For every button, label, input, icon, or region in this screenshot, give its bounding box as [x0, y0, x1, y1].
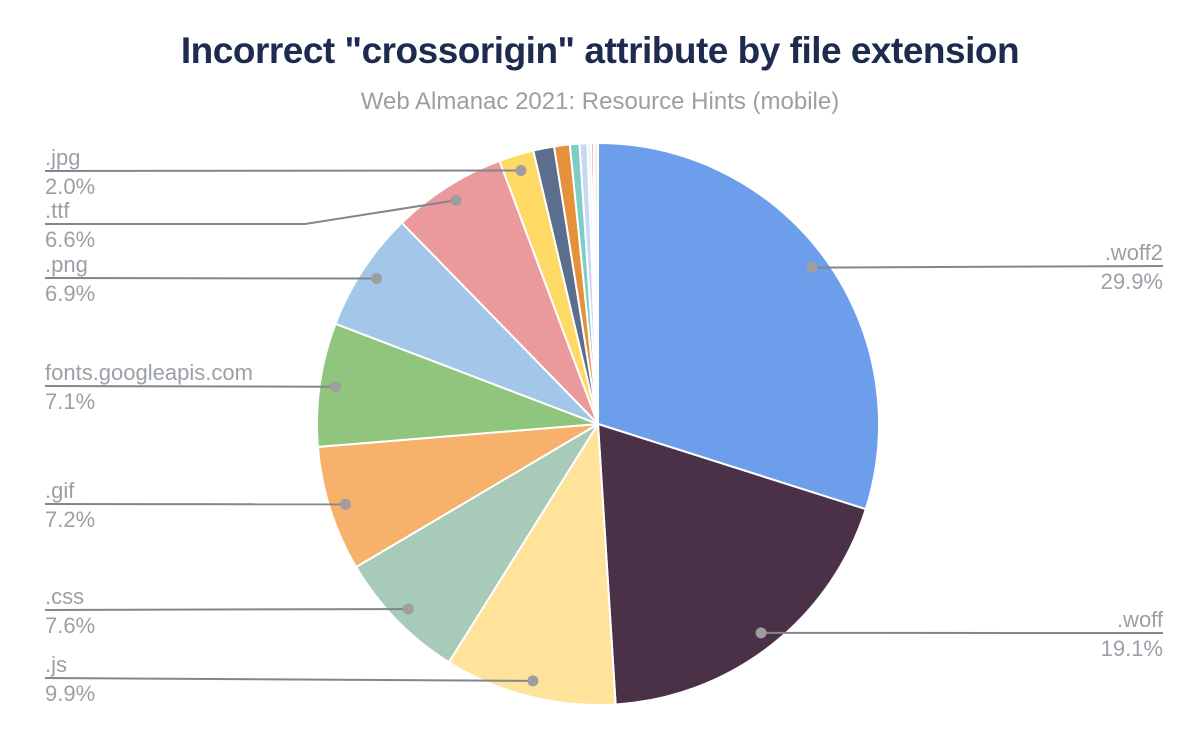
pie-slice-woff[interactable] [597, 423, 867, 706]
slice-label-fonts.googleapis.com: fonts.googleapis.com [45, 360, 253, 385]
chart-subtitle: Web Almanac 2021: Resource Hints (mobile… [360, 88, 840, 115]
leader-dot-.js [527, 675, 539, 687]
chart-title: Incorrect "crossorigin" attribute by fil… [180, 30, 1020, 71]
slice-value-.js: 9.9% [45, 681, 95, 706]
pie-slice-ttf[interactable] [400, 159, 599, 425]
slice-value-.png: 6.9% [45, 281, 95, 306]
leader-dot-.ttf [450, 194, 462, 206]
pie-slices [316, 141, 880, 706]
leader-dot-.gif [340, 498, 351, 510]
leader-line-.woff2 [811, 265, 1164, 269]
pie-slice-fonts.googleapis.com[interactable] [316, 322, 599, 448]
slice-value-.css: 7.6% [45, 613, 95, 638]
slice-label-.css: .css [45, 584, 84, 609]
slice-label-.ttf: .ttf [45, 198, 70, 223]
leader-line-.ttf [45, 199, 457, 225]
leader-dot-.png [371, 273, 382, 284]
slice-label-.jpg: .jpg [45, 145, 80, 170]
slice-label-.gif: .gif [45, 478, 75, 503]
pie-slice-js[interactable] [447, 423, 617, 706]
pie-slice-css[interactable] [355, 423, 599, 664]
slice-value-.woff2: 29.9% [1101, 269, 1163, 294]
slice-value-.gif: 7.2% [45, 507, 95, 532]
slice-label-.js: .js [45, 652, 67, 677]
slice-value-.ttf: 6.6% [45, 227, 95, 252]
slice-value-.woff: 19.1% [1101, 636, 1163, 661]
pie-slice-woff2[interactable] [597, 142, 880, 511]
slice-callouts: .woff2 29.9% .woff 19.1% .js 9.9% .css 7.6% .gif… [44, 145, 1164, 706]
pie-slice-gif[interactable] [316, 423, 599, 569]
leader-dot-.css [402, 603, 414, 615]
slice-label-.png: .png [45, 252, 88, 277]
pie-slice-unlabeled-slice-7[interactable] [592, 141, 599, 425]
slice-value-fonts.googleapis.com: 7.1% [45, 389, 95, 414]
leader-line-.css [44, 608, 409, 611]
leader-dot-fonts.googleapis.com [330, 381, 342, 393]
leader-line-fonts.googleapis.com [44, 385, 336, 388]
pie-slice-png[interactable] [334, 221, 599, 425]
leader-line-.jpg [44, 169, 521, 172]
leader-dot-.jpg [515, 165, 527, 176]
leader-line-.png [44, 277, 377, 280]
slice-label-.woff: .woff [1117, 607, 1164, 632]
slice-label-.woff2: .woff2 [1105, 240, 1163, 265]
leader-dot-.woff2 [806, 262, 818, 274]
leader-dot-.woff [755, 627, 767, 639]
leader-line-.js [44, 677, 533, 682]
slice-value-.jpg: 2.0% [45, 174, 95, 199]
